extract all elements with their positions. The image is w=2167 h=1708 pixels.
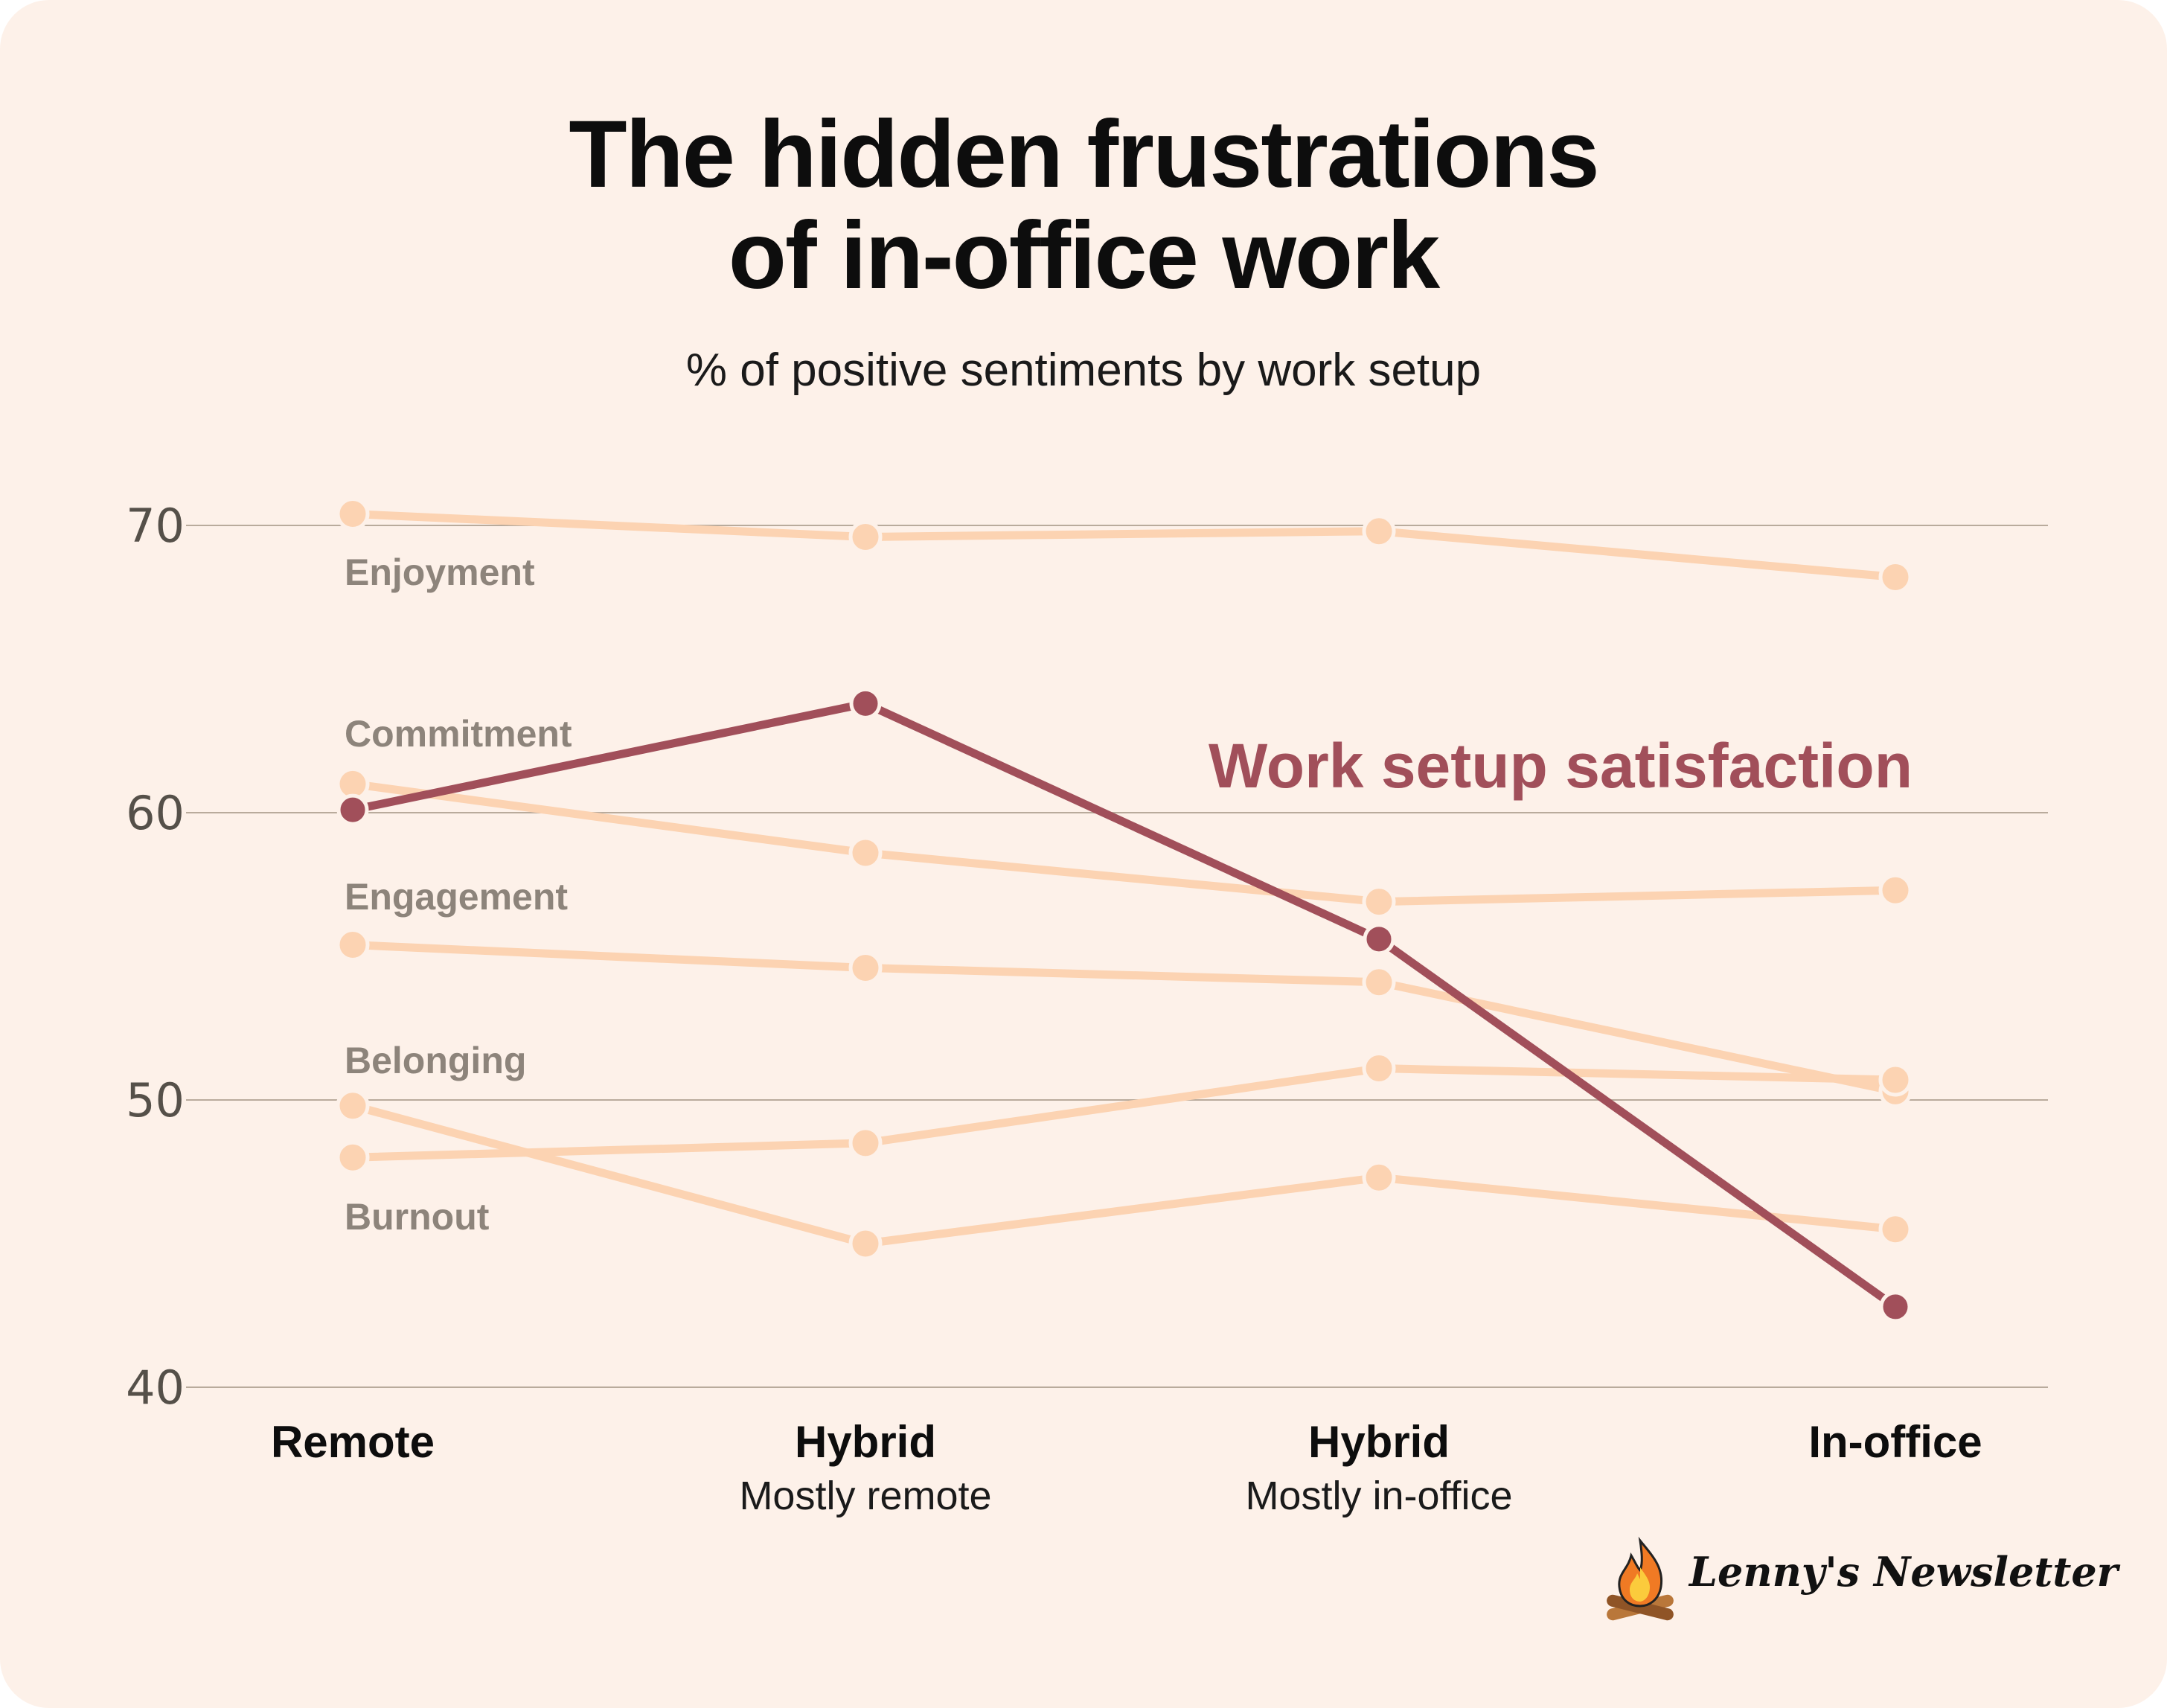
data-point-enjoyment bbox=[1362, 514, 1396, 548]
y-tick-label: 60 bbox=[126, 786, 185, 840]
data-point-engagement bbox=[336, 928, 370, 962]
data-point-engagement bbox=[1362, 965, 1396, 999]
campfire-icon bbox=[1607, 1536, 1674, 1621]
x-category-sublabel: Mostly in-office bbox=[1245, 1474, 1512, 1518]
series-labels: Enjoyment Commitment Engagement Belonging Bu… bbox=[345, 551, 1912, 1238]
data-point-enjoyment bbox=[1878, 560, 1912, 594]
data-point-engagement bbox=[848, 950, 883, 985]
chart-subtitle: % of positive sentiments by work setup bbox=[685, 345, 1482, 396]
series-name-label: Work setup satisfaction bbox=[1209, 731, 1912, 801]
y-tick-label: 50 bbox=[126, 1073, 185, 1128]
series-line-belonging bbox=[348, 1064, 1900, 1162]
y-tick-label: 70 bbox=[126, 499, 185, 553]
y-tick-label: 40 bbox=[126, 1360, 185, 1415]
data-point-work-setup-satisfaction bbox=[1363, 923, 1395, 956]
series-name-label: Belonging bbox=[345, 1040, 526, 1081]
y-axis-ticks: 40 50 60 70 bbox=[126, 499, 185, 1415]
x-category-label: Remote bbox=[271, 1417, 435, 1467]
brand-name: Lenny's Newsletter bbox=[1689, 1548, 2119, 1596]
data-point-work-setup-satisfaction bbox=[1879, 1290, 1912, 1323]
x-category-label: In-office bbox=[1808, 1417, 1982, 1467]
data-point-belonging bbox=[848, 1126, 883, 1160]
x-category-label: Hybrid bbox=[1308, 1417, 1450, 1467]
data-point-burnout bbox=[848, 1226, 883, 1261]
data-point-burnout bbox=[1878, 1212, 1912, 1247]
data-point-work-setup-satisfaction bbox=[849, 687, 882, 720]
x-category-label: Hybrid bbox=[795, 1417, 936, 1467]
muted-series bbox=[336, 497, 1912, 1261]
x-category-sublabel: Mostly remote bbox=[739, 1474, 991, 1518]
series-name-label: Enjoyment bbox=[345, 551, 535, 593]
series-name-label: Burnout bbox=[345, 1196, 490, 1238]
data-point-burnout bbox=[1362, 1160, 1396, 1194]
data-point-belonging bbox=[1362, 1052, 1396, 1086]
data-point-commitment bbox=[1362, 885, 1396, 919]
data-point-work-setup-satisfaction bbox=[336, 793, 369, 826]
title-line-2: of in-office work bbox=[728, 202, 1440, 309]
data-point-commitment bbox=[1878, 873, 1912, 907]
series-line-work-setup-satisfaction bbox=[348, 699, 1900, 1311]
data-point-commitment bbox=[848, 836, 883, 870]
title-line-1: The hidden frustrations bbox=[569, 101, 1599, 208]
highlight-series bbox=[336, 687, 1912, 1323]
chart-title: The hidden frustrations of in-office wor… bbox=[0, 104, 2167, 307]
series-line-commitment bbox=[348, 779, 1900, 906]
data-point-belonging bbox=[1878, 1063, 1912, 1097]
data-point-enjoyment bbox=[336, 497, 370, 531]
x-axis-categories: Remote Hybrid Mostly remote Hybrid Mostly in… bbox=[271, 1417, 1982, 1518]
data-point-enjoyment bbox=[848, 519, 883, 554]
series-name-label: Commitment bbox=[345, 713, 572, 755]
series-line-burnout bbox=[348, 1101, 1900, 1248]
brand-logo: Lenny's Newsletter bbox=[1600, 1533, 2118, 1622]
series-name-label: Engagement bbox=[345, 876, 568, 918]
series-line-enjoyment bbox=[348, 510, 1900, 581]
data-point-belonging bbox=[336, 1140, 370, 1174]
gridlines bbox=[186, 525, 2048, 1388]
series-line-engagement bbox=[348, 941, 1900, 1096]
data-point-burnout bbox=[336, 1089, 370, 1123]
